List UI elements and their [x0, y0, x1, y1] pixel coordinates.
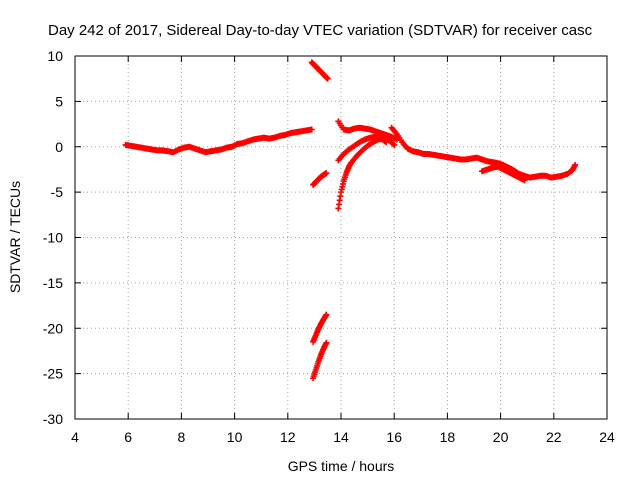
y-axis-label: SDTVAR / TECUs	[7, 181, 23, 293]
x-tick-label: 16	[386, 429, 402, 445]
x-tick-label: 12	[280, 429, 296, 445]
data-point	[308, 126, 315, 133]
y-tick-label: -5	[51, 184, 64, 200]
data-point	[323, 170, 330, 177]
data-point	[521, 177, 528, 184]
y-tick-label: -20	[43, 320, 63, 336]
data-point	[324, 75, 331, 82]
data-point	[572, 161, 579, 168]
series-arc-plateau	[335, 118, 400, 143]
series-arc-short-up	[310, 170, 330, 188]
data-points	[122, 59, 579, 382]
data-point	[323, 311, 330, 318]
y-tick-label: -25	[43, 366, 63, 382]
y-tick-label: -10	[43, 230, 63, 246]
series-arc-top	[308, 59, 331, 82]
x-tick-label: 20	[493, 429, 509, 445]
x-tick-label: 4	[71, 429, 79, 445]
data-point	[323, 339, 330, 346]
x-axis-label: GPS time / hours	[288, 458, 395, 474]
chart-title: Day 242 of 2017, Sidereal Day-to-day VTE…	[48, 22, 593, 39]
x-tick-label: 14	[333, 429, 349, 445]
y-tick-label: 5	[55, 93, 63, 109]
series-arc-low-2	[310, 339, 330, 382]
axis-ticks: 4 6 8 10 12 14 16 18 20 22 24 10 5 0 -5 -10 -15 -20 -25 -30	[43, 48, 615, 445]
y-tick-label: 10	[47, 48, 63, 64]
y-tick-label: 0	[55, 139, 63, 155]
x-tick-label: 8	[178, 429, 186, 445]
x-tick-label: 22	[546, 429, 562, 445]
series-arc-rise-2	[335, 133, 390, 164]
x-tick-label: 10	[227, 429, 243, 445]
series-main-arc	[122, 126, 315, 156]
series-arc-desc-2	[478, 163, 528, 184]
y-tick-label: -15	[43, 275, 63, 291]
grid	[75, 56, 607, 419]
series-arc-low-1	[310, 311, 330, 345]
data-point	[383, 139, 390, 146]
data-point	[391, 141, 398, 148]
x-tick-label: 18	[440, 429, 456, 445]
y-tick-label: -30	[43, 411, 63, 427]
x-tick-label: 24	[599, 429, 615, 445]
x-tick-label: 6	[124, 429, 132, 445]
